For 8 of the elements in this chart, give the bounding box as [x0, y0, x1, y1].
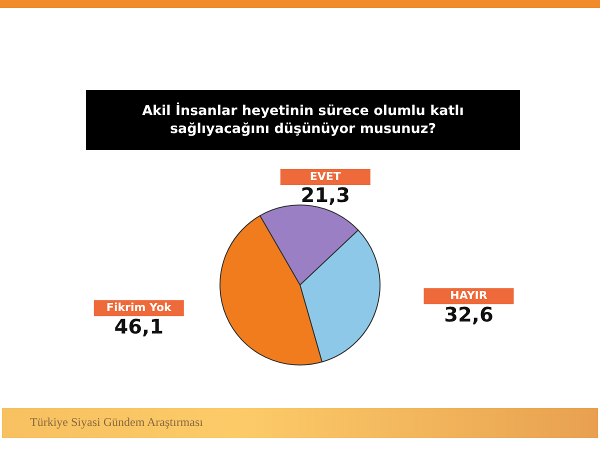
slice-label: EVET: [310, 170, 342, 183]
data-label: 32,6: [444, 302, 494, 326]
chart-title: Akil İnsanlar heyetinin sürece olumlu katlı sağlıyacağını düşünüyor musunuz?: [86, 90, 520, 150]
slice-label: HAYIR: [450, 289, 488, 302]
data-label: 46,1: [114, 314, 164, 338]
data-label: 21,3: [300, 183, 350, 208]
slice-label: Fikrim Yok: [106, 300, 172, 314]
text: Türkiye Siyasi Gündem Araştırması: [30, 415, 203, 430]
